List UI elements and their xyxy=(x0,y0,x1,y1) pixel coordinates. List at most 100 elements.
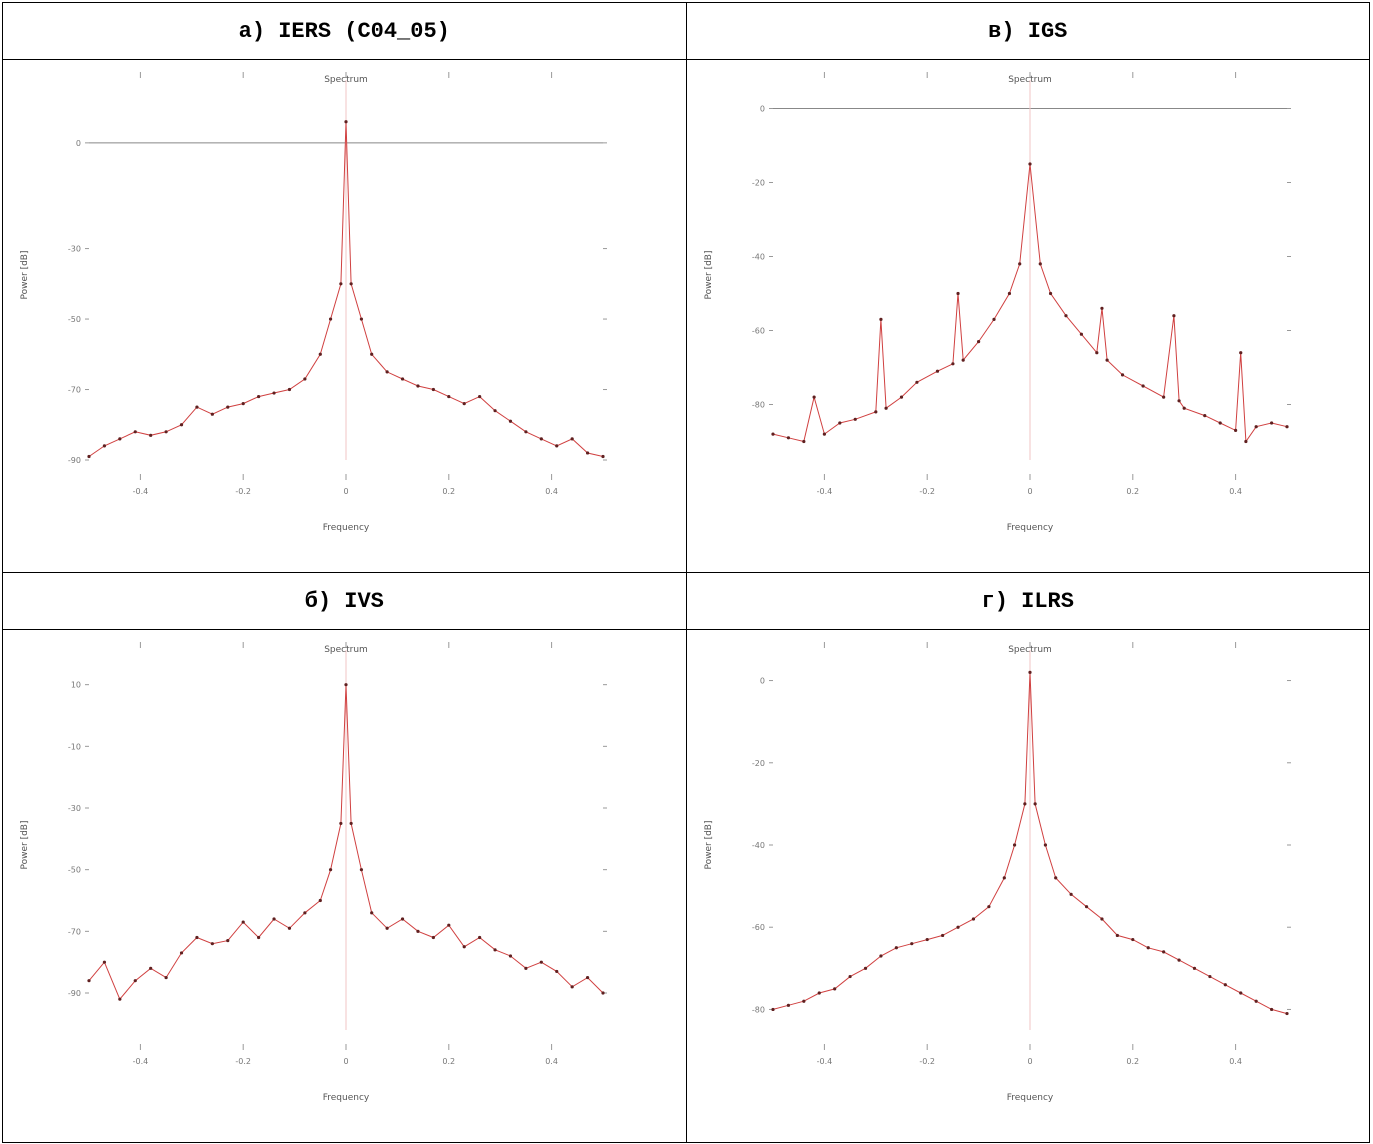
spectrum-point xyxy=(570,437,574,441)
y-tick-label: 0 xyxy=(76,139,81,148)
spectrum-point xyxy=(344,120,348,124)
spectrum-point xyxy=(1176,958,1181,962)
spectrum-point xyxy=(1079,332,1083,336)
x-axis-label: Frequency xyxy=(1006,523,1053,533)
x-tick-label: 0.4 xyxy=(1229,487,1242,496)
spectrum-point xyxy=(287,387,292,392)
panel-title: б) IVS xyxy=(2,572,687,630)
spectrum-point xyxy=(385,370,389,374)
spectrum-point xyxy=(1254,425,1258,429)
spectrum-point xyxy=(508,954,513,958)
spectrum-point xyxy=(1238,351,1242,355)
x-tick-label: -0.4 xyxy=(133,1057,149,1066)
spectrum-point xyxy=(416,384,420,388)
y-tick-label: -80 xyxy=(751,1005,764,1014)
spectrum-point xyxy=(555,969,559,974)
spectrum-point xyxy=(339,282,343,286)
spectrum-point xyxy=(102,444,107,448)
spectrum-point xyxy=(344,683,348,687)
spectrum-point xyxy=(914,380,919,384)
spectrum-point xyxy=(359,317,364,321)
y-tick-label: -50 xyxy=(68,315,81,324)
y-tick-label: 0 xyxy=(759,677,764,686)
plot-cell: Spectrum Frequency Power [dB] 10 -10 -30 -50 -7… xyxy=(2,629,687,1143)
spectrum-point xyxy=(812,395,816,399)
spectrum-point xyxy=(976,340,980,344)
x-tick-label: -0.4 xyxy=(133,487,149,496)
x-tick-label: 0.2 xyxy=(1126,1057,1139,1066)
spectrum-point xyxy=(257,394,261,399)
spectrum-point xyxy=(1048,291,1052,296)
y-tick-label: -70 xyxy=(68,386,81,395)
x-tick-label: 0.2 xyxy=(442,487,455,496)
x-tick-label: -0.2 xyxy=(919,487,935,496)
spectrum-point xyxy=(400,917,405,921)
spectrum-point xyxy=(883,406,888,410)
spectrum-point xyxy=(1233,428,1237,432)
spectrum-point xyxy=(878,954,883,958)
spectrum-point xyxy=(493,948,497,952)
y-tick-label: -20 xyxy=(751,759,764,768)
y-tick-label: -70 xyxy=(68,927,81,936)
y-axis-label: Power [dB] xyxy=(20,251,30,300)
y-tick-label: -90 xyxy=(68,456,81,465)
spectrum-point xyxy=(87,454,91,459)
y-tick-label: -20 xyxy=(751,179,764,188)
spectrum-point xyxy=(1161,395,1165,399)
spectrum-point xyxy=(149,966,153,970)
spectrum-point xyxy=(1115,933,1119,938)
spectrum-point xyxy=(359,868,364,872)
spectrum-point xyxy=(555,444,559,448)
x-tick-label: 0 xyxy=(1027,487,1032,496)
spectrum-point xyxy=(817,991,821,995)
spectrum-point xyxy=(1146,946,1150,950)
spectrum-point xyxy=(539,960,543,964)
y-tick-label: -90 xyxy=(68,989,81,998)
spectrum-point xyxy=(1182,406,1186,410)
spectrum-point xyxy=(1192,966,1196,970)
x-tick-label: 0.4 xyxy=(1229,1057,1242,1066)
spectrum-point xyxy=(971,917,975,921)
x-tick-label: -0.2 xyxy=(235,1057,251,1066)
y-tick-label: -40 xyxy=(751,841,764,850)
spectrum-point xyxy=(986,905,990,909)
spectrum-point xyxy=(1099,917,1104,921)
spectrum-point xyxy=(1176,399,1181,403)
spectrum-point xyxy=(272,391,276,395)
spectrum-point xyxy=(1099,306,1104,310)
spectrum-point xyxy=(328,868,333,872)
spectrum-point xyxy=(801,439,805,444)
spectrum-point xyxy=(1207,974,1211,979)
spectrum-point xyxy=(899,395,903,399)
y-axis-label: Power [dB] xyxy=(20,821,30,870)
spectrum-point xyxy=(241,402,245,406)
spectrum-point xyxy=(195,405,199,409)
spectrum-point xyxy=(303,911,307,915)
spectrum-point xyxy=(164,430,168,434)
spectrum-point xyxy=(873,410,877,414)
spectrum-point xyxy=(195,935,199,940)
spectrum-point xyxy=(601,454,605,459)
x-tick-label: 0.2 xyxy=(442,1057,455,1066)
y-tick-label: -30 xyxy=(68,245,81,254)
y-tick-label: -50 xyxy=(68,866,81,875)
spectrum-point xyxy=(370,352,374,356)
spectrum-point xyxy=(1012,843,1016,847)
spectrum-point xyxy=(1007,291,1011,296)
y-tick-label: -40 xyxy=(751,253,764,262)
x-axis-label: Frequency xyxy=(323,523,370,533)
spectrum-point xyxy=(102,960,107,964)
spectrum-point xyxy=(1084,905,1088,909)
spectrum-point xyxy=(226,405,230,409)
spectrum-point xyxy=(601,991,605,995)
spectrum-point xyxy=(1017,262,1021,266)
spectrum-point xyxy=(431,387,435,392)
spectrum-point xyxy=(1063,314,1068,318)
x-axis-label: Frequency xyxy=(1006,1093,1053,1103)
plot-cell: Spectrum Frequency Power [dB] 0 -20 -40 -60 -80… xyxy=(685,59,1370,573)
spectrum-point xyxy=(539,437,543,441)
spectrum-point xyxy=(894,946,898,950)
spectrum-point xyxy=(349,282,353,286)
spectrum-point xyxy=(1022,802,1026,806)
spectrum-point xyxy=(1069,892,1073,896)
